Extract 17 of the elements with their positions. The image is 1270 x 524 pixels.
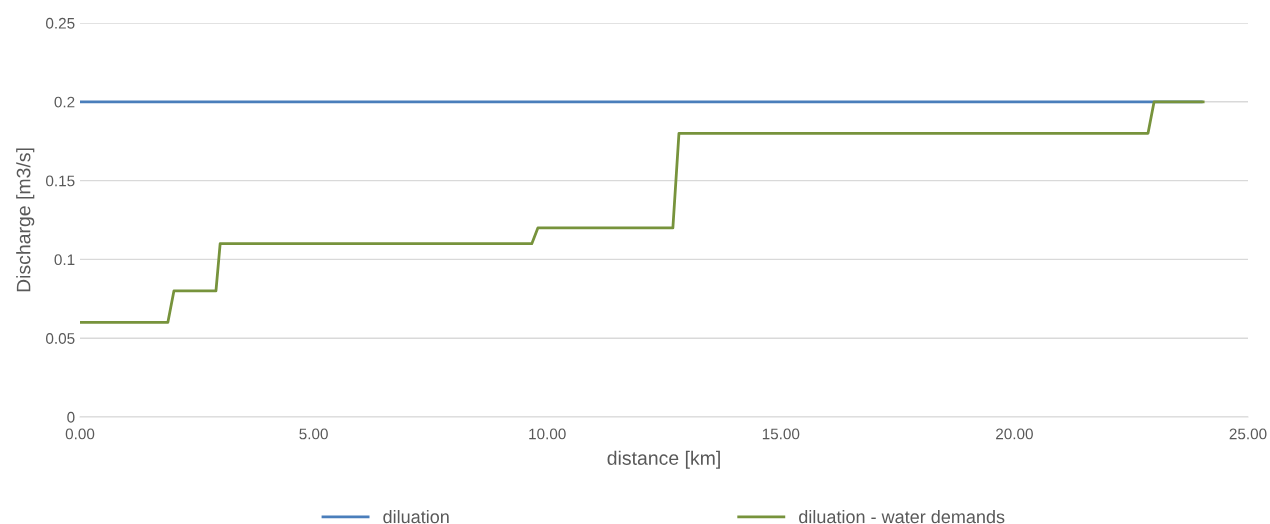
y-tick-label: 0.15	[46, 175, 75, 187]
line-series	[80, 100, 1205, 324]
x-axis-title: distance [km]	[607, 450, 720, 469]
y-tick-label: 0.1	[54, 254, 75, 266]
x-tick-label: 10.00	[529, 428, 566, 440]
x-tick-label: 25.00	[1229, 428, 1267, 440]
y-tick-label: 0.25	[46, 17, 75, 29]
x-tick-label: 5.00	[299, 428, 328, 440]
y-tick-label: 0	[67, 411, 75, 423]
x-tick-label: 20.00	[996, 428, 1033, 440]
x-tick-label: 0.00	[65, 428, 95, 440]
y-axis-title: Discharge [m3/s]	[16, 148, 35, 292]
legend-label: diluation - water demands	[799, 510, 1005, 524]
y-tick-label: 0.2	[54, 96, 75, 108]
y-tick-label: 0.05	[46, 333, 75, 344]
legend-label: diluation	[383, 510, 449, 524]
x-tick-label: 15.00	[762, 428, 800, 440]
